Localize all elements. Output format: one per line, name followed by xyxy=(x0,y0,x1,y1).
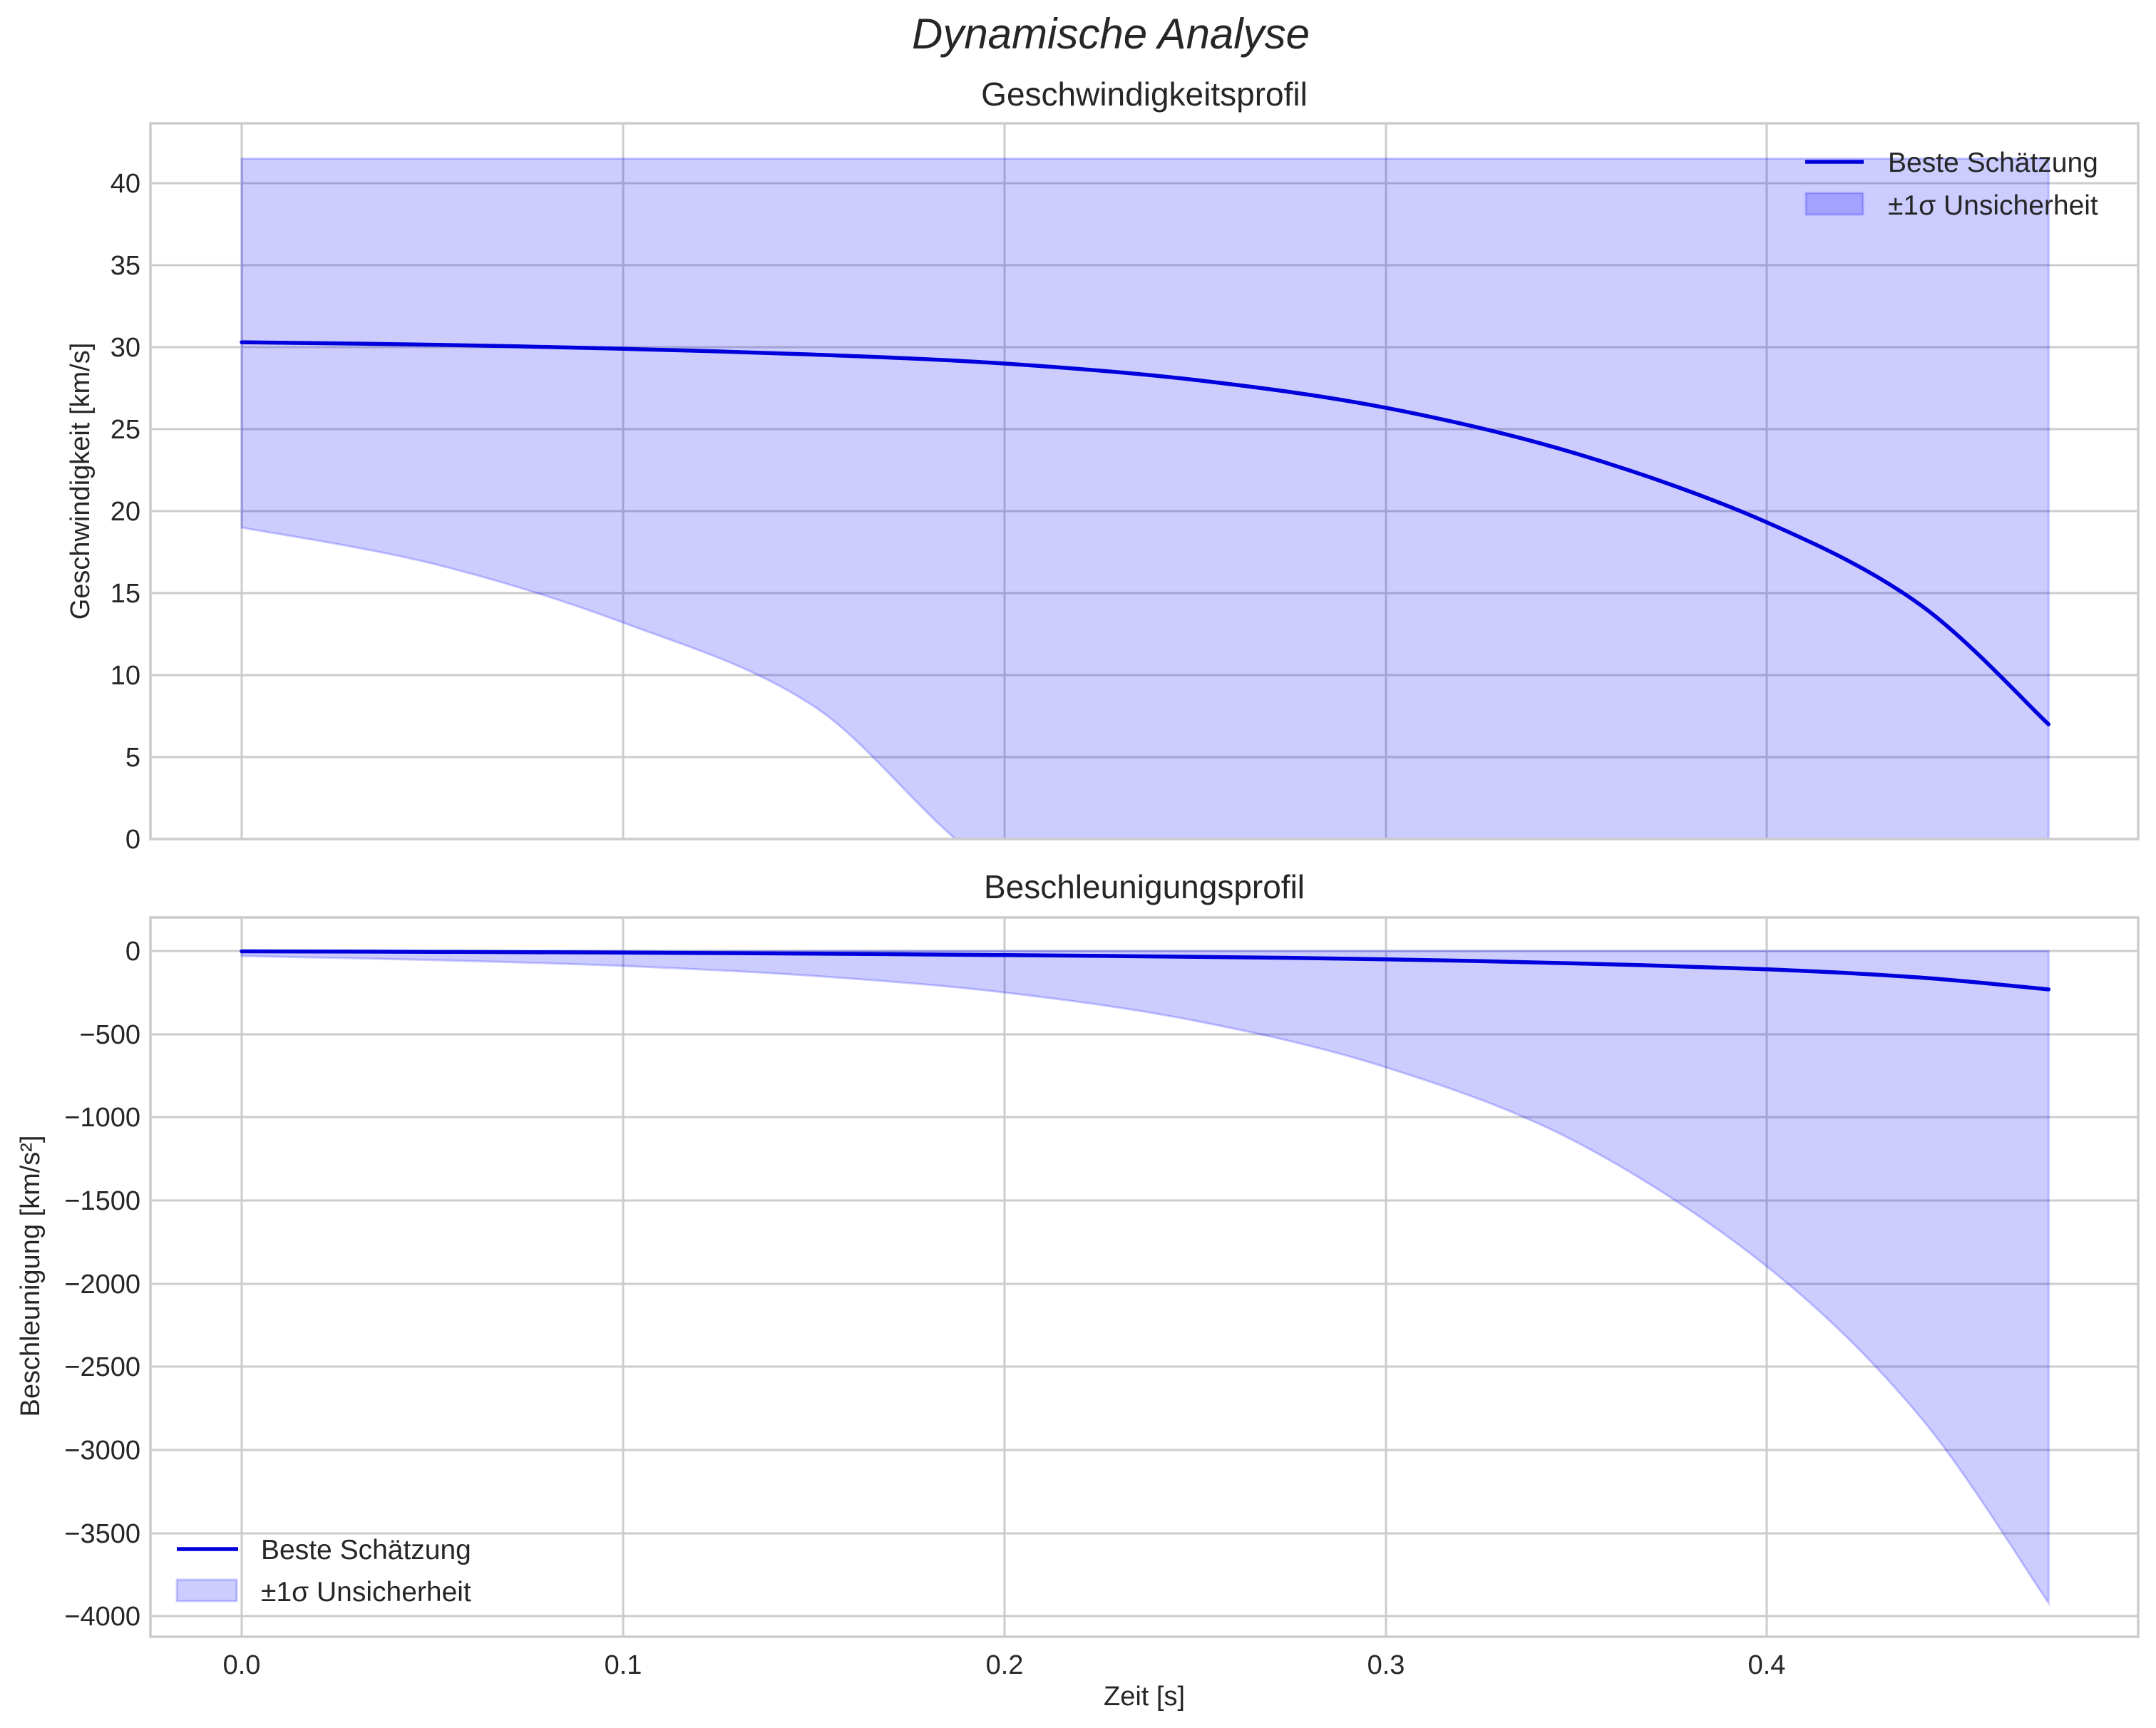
y-tick: 5 xyxy=(125,743,140,773)
acceleration-best-estimate-line xyxy=(240,949,2051,992)
y-tick: −500 xyxy=(79,1020,140,1050)
y-tick: 25 xyxy=(111,415,140,445)
x-tick: 0.4 xyxy=(1748,1650,1786,1680)
x-ticks: 0.0 0.1 0.2 0.3 0.4 xyxy=(223,1650,1786,1680)
acceleration-plot-area xyxy=(150,917,2138,1637)
x-tick: 0.3 xyxy=(1367,1650,1405,1680)
y-tick: 30 xyxy=(111,333,140,363)
velocity-best-estimate-line xyxy=(240,340,2051,726)
legend-band-swatch xyxy=(175,1578,238,1603)
velocity-axes-frame xyxy=(149,122,2140,840)
y-tick: 20 xyxy=(111,497,140,527)
acceleration-axes-frame xyxy=(149,916,2140,1638)
acceleration-y-axis-label: Beschleunigung [km/s²] xyxy=(16,1136,46,1417)
legend-label-uncertainty: ±1σ Unsicherheit xyxy=(261,1577,471,1608)
y-tick: 10 xyxy=(111,661,140,691)
velocity-y-axis-label: Geschwindigkeit [km/s] xyxy=(66,343,96,620)
legend-band-swatch xyxy=(1805,192,1864,216)
legend-label-best-estimate: Beste Schätzung xyxy=(1888,148,2098,178)
y-tick: 0 xyxy=(125,937,140,967)
x-axis-label: Zeit [s] xyxy=(1104,1682,1185,1712)
velocity-axes: Geschwindigkeitsprofil 40 35 30 25 xyxy=(66,76,2140,855)
y-tick: −3000 xyxy=(64,1436,140,1466)
y-tick: −4000 xyxy=(64,1602,140,1632)
figure-title: Dynamische Analyse xyxy=(912,10,1310,58)
x-tick: 0.1 xyxy=(605,1650,642,1680)
y-tick: 0 xyxy=(125,825,140,855)
velocity-subplot-title: Geschwindigkeitsprofil xyxy=(981,76,1308,113)
velocity-uncertainty-band xyxy=(240,157,2050,839)
legend-label-best-estimate: Beste Schätzung xyxy=(261,1535,471,1565)
x-tick: 0.0 xyxy=(223,1650,261,1680)
y-tick: −2500 xyxy=(64,1352,140,1382)
y-tick: 40 xyxy=(111,169,140,199)
y-tick: −1000 xyxy=(64,1103,140,1133)
acceleration-subplot-title: Beschleunigungsprofil xyxy=(984,868,1305,905)
acceleration-uncertainty-band xyxy=(240,950,2050,1607)
acceleration-legend[interactable]: Beste Schätzung ±1σ Unsicherheit xyxy=(175,1535,471,1608)
legend-label-uncertainty: ±1σ Unsicherheit xyxy=(1888,190,2098,221)
acceleration-y-ticks: 0 −500 −1000 −1500 −2000 −2500 −3000 −35… xyxy=(64,937,140,1632)
y-tick: −2000 xyxy=(64,1270,140,1300)
acceleration-gridlines xyxy=(150,917,2138,1637)
velocity-plot-area xyxy=(150,123,2138,839)
y-tick: 15 xyxy=(111,579,140,609)
velocity-legend[interactable]: Beste Schätzung ±1σ Unsicherheit xyxy=(1805,148,2098,221)
y-tick: −1500 xyxy=(64,1186,140,1216)
velocity-y-ticks: 40 35 30 25 20 15 10 5 0 xyxy=(111,169,140,855)
acceleration-axes: Beschleunigungsprofil 0 −500 −1000 xyxy=(16,868,2140,1712)
x-tick: 0.2 xyxy=(986,1650,1024,1680)
y-tick: −3500 xyxy=(64,1519,140,1549)
y-tick: 35 xyxy=(111,251,140,281)
